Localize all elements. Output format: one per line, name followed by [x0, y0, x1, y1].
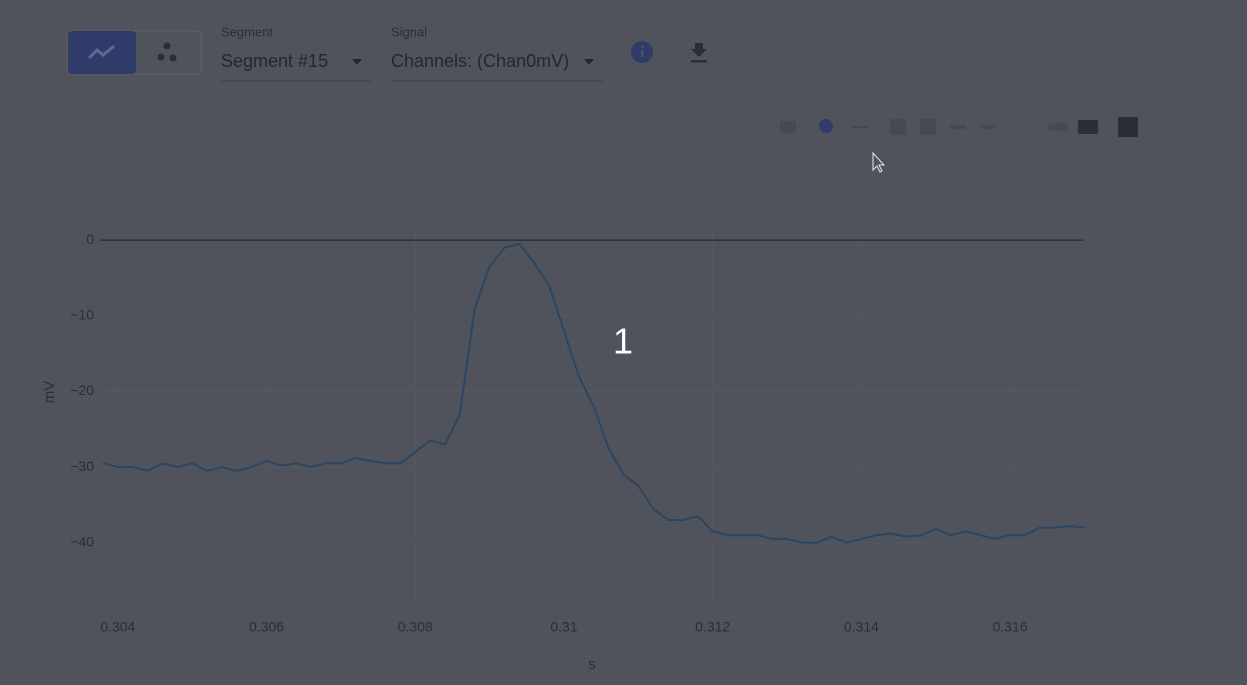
x-tick-label: 0.316 [993, 619, 1028, 635]
mode-button[interactable] [819, 119, 833, 133]
mode-button[interactable] [980, 125, 996, 129]
modebar [780, 117, 1138, 137]
signal-label: Signal [391, 24, 427, 39]
y-tick-label: 0 [86, 231, 94, 247]
download-button[interactable] [691, 43, 707, 63]
segment-label: Segment [221, 24, 273, 39]
segment-select[interactable]: Segment #15 [221, 51, 328, 71]
x-tick-label: 0.304 [100, 619, 135, 635]
annotation: 1 [613, 321, 633, 362]
info-glyph [640, 45, 644, 48]
mode-button[interactable] [890, 119, 906, 135]
info-glyph [641, 50, 644, 57]
plotly-logo[interactable] [1118, 117, 1138, 137]
y-axis-title: mV [41, 381, 58, 404]
mode-button[interactable] [780, 121, 796, 133]
dropdown-arrow [584, 59, 594, 65]
y-tick-label: −30 [70, 458, 94, 474]
x-axis-title: s [588, 656, 596, 673]
mode-button[interactable] [1078, 120, 1098, 134]
x-tick-label: 0.306 [249, 619, 284, 635]
mode-button[interactable] [1048, 123, 1068, 131]
mode-button[interactable] [920, 119, 936, 135]
x-tick-label: 0.314 [844, 619, 879, 635]
signal-line [102, 242, 1085, 544]
y-tick-label: −20 [70, 382, 94, 398]
x-tick-label: 0.308 [398, 619, 433, 635]
mode-button[interactable] [950, 125, 966, 129]
dropdown-arrow [352, 59, 362, 65]
mode-button[interactable] [852, 126, 868, 128]
scatter-icon[interactable] [157, 42, 177, 62]
y-tick-label: −10 [70, 306, 94, 322]
x-tick-label: 0.312 [695, 619, 730, 635]
x-tick-label: 0.31 [550, 619, 577, 635]
y-tick-label: −40 [70, 533, 94, 549]
line-icon [87, 44, 115, 60]
signal-select[interactable]: Channels: (Chan0mV) [391, 51, 569, 71]
mouse-cursor [872, 151, 886, 173]
